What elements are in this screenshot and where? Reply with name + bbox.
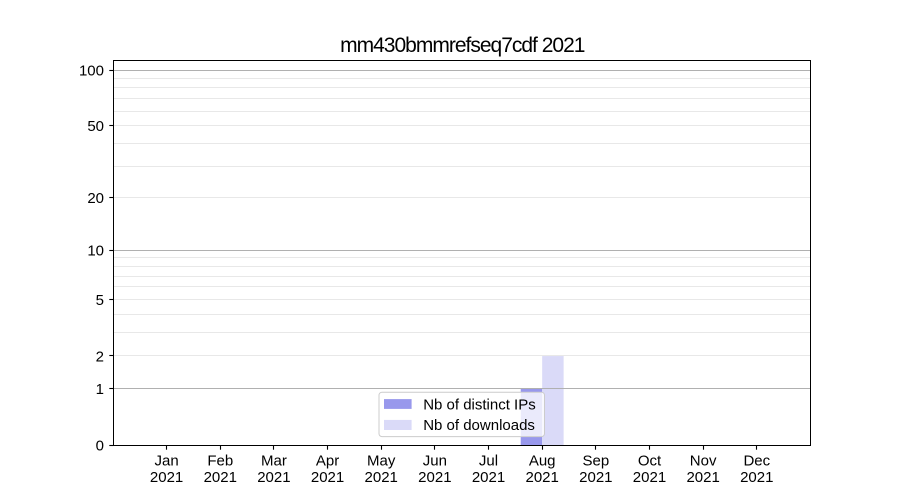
svg-text:2021: 2021: [204, 469, 237, 486]
svg-text:2021: 2021: [633, 469, 666, 486]
svg-text:2021: 2021: [311, 469, 344, 486]
svg-text:2021: 2021: [418, 469, 451, 486]
svg-text:2021: 2021: [150, 469, 183, 486]
svg-text:Mar: Mar: [261, 453, 287, 470]
svg-text:Jun: Jun: [423, 453, 447, 470]
svg-text:2021: 2021: [257, 469, 290, 486]
svg-text:Aug: Aug: [529, 453, 556, 470]
svg-text:2021: 2021: [365, 469, 398, 486]
svg-text:Jul: Jul: [479, 453, 498, 470]
svg-text:Nb of distinct IPs: Nb of distinct IPs: [423, 396, 536, 413]
svg-text:5: 5: [96, 292, 104, 309]
svg-text:Dec: Dec: [743, 453, 770, 470]
svg-text:20: 20: [87, 190, 104, 207]
svg-text:Jan: Jan: [155, 453, 179, 470]
svg-text:10: 10: [87, 243, 104, 260]
svg-text:Feb: Feb: [207, 453, 233, 470]
svg-text:2021: 2021: [686, 469, 719, 486]
svg-text:2021: 2021: [525, 469, 558, 486]
svg-text:2021: 2021: [579, 469, 612, 486]
svg-text:Oct: Oct: [638, 453, 662, 470]
svg-text:mm430bmmrefseq7cdf 2021: mm430bmmrefseq7cdf 2021: [340, 34, 585, 57]
svg-text:2021: 2021: [740, 469, 773, 486]
svg-text:Sep: Sep: [582, 453, 609, 470]
svg-text:0: 0: [96, 438, 104, 455]
svg-text:May: May: [367, 453, 396, 470]
svg-text:2021: 2021: [472, 469, 505, 486]
svg-text:2: 2: [96, 348, 104, 365]
svg-text:Nb of downloads: Nb of downloads: [423, 417, 535, 434]
svg-text:50: 50: [87, 118, 104, 135]
svg-text:100: 100: [79, 63, 104, 80]
svg-text:1: 1: [96, 381, 104, 398]
svg-text:Nov: Nov: [690, 453, 717, 470]
svg-text:Apr: Apr: [316, 453, 339, 470]
